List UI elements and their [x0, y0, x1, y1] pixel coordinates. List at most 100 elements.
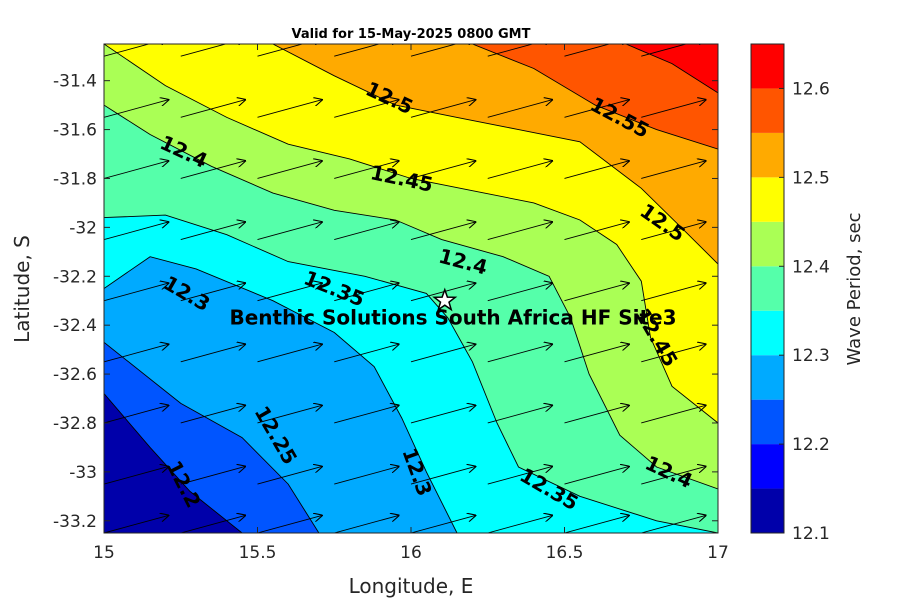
x-tick-label: 15.5: [239, 543, 277, 563]
wave-arrow: [257, 466, 322, 485]
wave-arrow: [410, 100, 475, 118]
wave-arrow: [257, 100, 322, 118]
colorbar-tick-label: 12.2: [792, 435, 830, 455]
colorbar-tick-label: 12.1: [792, 524, 830, 544]
wave-arrow: [641, 344, 705, 363]
site-label: Benthic Solutions South Africa HF Site3: [229, 306, 676, 330]
x-tick-label: 17: [707, 543, 729, 563]
wave-arrow: [487, 161, 552, 179]
colorbar-tick-label: 12.3: [792, 346, 830, 366]
contour-line: [104, 104, 718, 490]
wave-arrow: [487, 100, 552, 118]
y-tick-label: -32.8: [53, 414, 97, 434]
y-tick-label: -32.4: [53, 316, 97, 336]
wave-arrow: [257, 515, 322, 533]
wave-arrow: [487, 344, 552, 363]
wave-arrow: [410, 161, 475, 179]
band-fill: [104, 44, 718, 93]
wave-arrow: [104, 100, 168, 118]
wave-arrow: [564, 466, 629, 485]
wave-arrow: [564, 100, 629, 118]
y-axis-label: Latitude, S: [10, 235, 34, 343]
wave-arrow: [487, 515, 552, 533]
colorbar-tick-label: 12.5: [792, 168, 830, 188]
x-axis-label: Longitude, E: [349, 574, 474, 598]
wave-arrow: [641, 44, 705, 57]
colorbar-band: [751, 488, 784, 533]
wave-arrow: [564, 222, 629, 241]
colorbar-band: [751, 221, 784, 267]
colorbar: 12.1 12.2 12.3 12.4 12.5 12.6 Wave Period, se…: [750, 43, 865, 544]
contour-line: [272, 44, 718, 265]
contour-line: [625, 44, 718, 94]
wave-arrow: [180, 466, 245, 485]
wave-arrow: [104, 161, 168, 179]
wave-arrow: [334, 344, 398, 363]
y-tick-label: -31.6: [53, 121, 97, 141]
wave-arrow: [641, 405, 705, 424]
wave-arrow: [410, 466, 475, 485]
wave-arrow: [487, 44, 552, 57]
colorbar-band: [751, 310, 784, 356]
wave-arrow: [334, 405, 398, 424]
wave-arrow: [257, 405, 322, 424]
y-tick-label: -31.8: [53, 169, 97, 189]
contour-line: [104, 341, 320, 533]
wave-arrow: [334, 283, 398, 302]
y-tick-label: -31.4: [53, 72, 97, 92]
site-star-icon: [432, 287, 458, 312]
x-tick-label: 15: [93, 543, 115, 563]
x-axis-ticks: 15 15.5 16 16.5 17: [93, 44, 729, 563]
wave-arrow: [104, 515, 168, 533]
wave-arrow: [487, 222, 552, 241]
wave-arrow: [257, 222, 322, 241]
colorbar-band: [751, 399, 784, 445]
wave-arrow: [180, 283, 245, 302]
x-tick-label: 16: [400, 543, 422, 563]
wave-arrow: [410, 515, 475, 533]
wave-arrow: [334, 222, 398, 241]
wave-arrow: [564, 344, 629, 363]
colorbar-tick-label: 12.6: [792, 79, 830, 99]
wave-arrow: [104, 344, 168, 363]
contour-line: [472, 44, 718, 150]
wave-arrow: [641, 515, 705, 533]
wave-arrow: [104, 222, 168, 241]
x-tick-label: 16.5: [546, 543, 584, 563]
colorbar-band: [751, 88, 784, 133]
site-marker-group: Benthic Solutions South Africa HF Site3: [229, 287, 677, 330]
wave-arrow: [334, 161, 398, 179]
wave-arrow: [257, 344, 322, 363]
colorbar-frame: [750, 43, 785, 534]
wave-arrow: [104, 44, 168, 57]
wave-arrow: [334, 515, 398, 533]
wave-arrow: [641, 161, 705, 179]
wave-arrow: [641, 222, 705, 241]
wave-arrow: [487, 283, 552, 302]
wave-arrow: [180, 344, 245, 363]
wave-arrow: [257, 283, 322, 302]
wave-arrow: [641, 100, 705, 118]
y-tick-label: -32: [69, 218, 97, 238]
wave-arrow: [180, 161, 245, 179]
wave-arrow: [564, 44, 629, 57]
wave-arrow: [334, 466, 398, 485]
y-tick-label: -33.2: [53, 512, 97, 532]
contour-line: [104, 44, 718, 424]
colorbar-band: [751, 355, 784, 400]
y-tick-label: -32.2: [53, 267, 97, 287]
wave-arrow: [564, 161, 629, 179]
colorbar-bands: [751, 44, 784, 533]
colorbar-band: [751, 132, 784, 178]
colorbar-label: Wave Period, sec: [844, 212, 865, 365]
contour-map-area: [104, 44, 718, 533]
wave-arrow: [180, 405, 245, 424]
wave-arrow: [641, 466, 705, 485]
wave-arrow: [410, 344, 475, 363]
wave-direction-arrows: [104, 44, 718, 533]
wave-arrow: [257, 44, 322, 57]
wave-arrow: [564, 283, 629, 302]
map-title: Valid for 15-May-2025 0800 GMT: [292, 27, 531, 42]
band-fill: [104, 44, 718, 264]
